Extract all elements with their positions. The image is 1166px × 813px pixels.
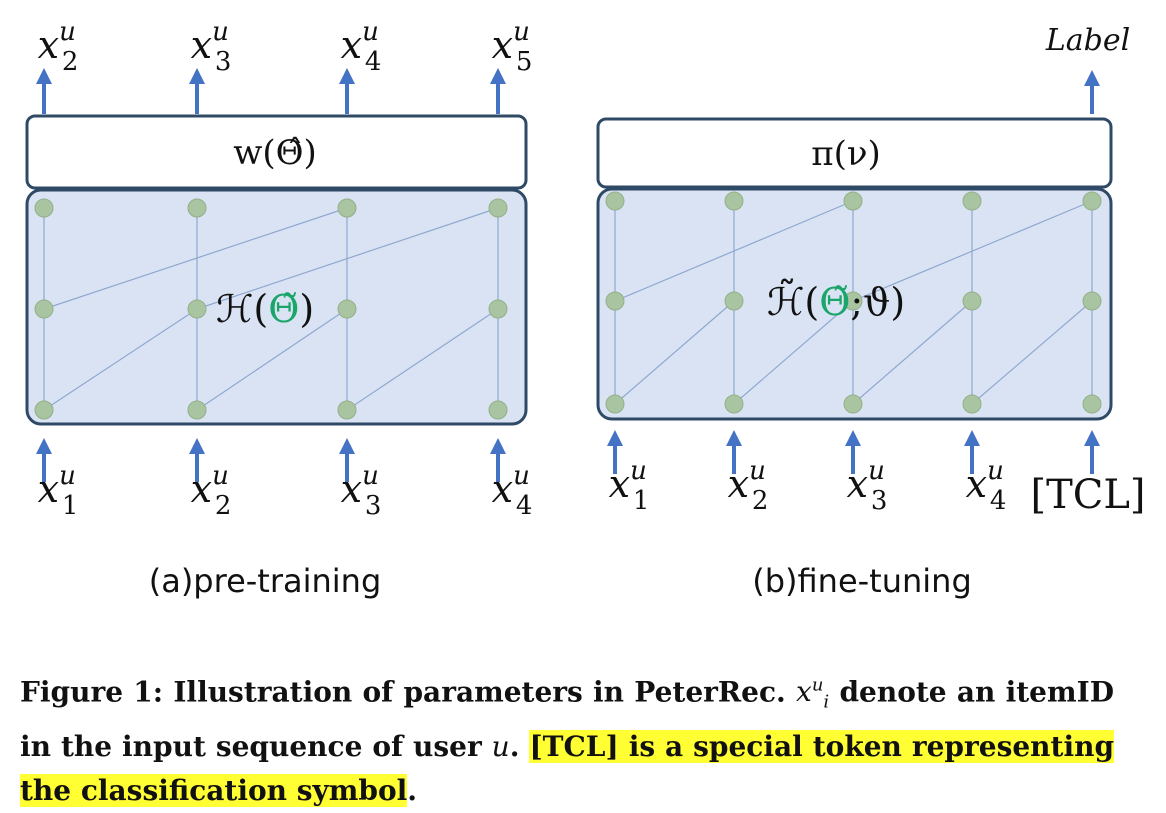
network-label: ℋ(Θ̃) <box>216 287 314 331</box>
output-label: xu 3 <box>191 17 232 77</box>
output-label: Label <box>1045 23 1130 58</box>
panel-b-node <box>843 191 863 211</box>
panel-b-node <box>605 394 625 414</box>
panel-a-node <box>34 400 54 420</box>
panel-b-edge-diagonal <box>733 300 854 405</box>
panel-a-node <box>337 299 357 319</box>
panel-a-node <box>187 299 207 319</box>
caption-part1: Figure 1: Illustration of parameters in … <box>20 675 786 709</box>
input-label: xu 1 <box>609 456 650 516</box>
panel-b-node <box>962 291 982 311</box>
panel-a-network-box <box>25 188 528 426</box>
panel-b-edge-diagonal <box>971 300 1093 405</box>
panel-b-node <box>724 394 744 414</box>
top-box-label: π(ν) <box>811 134 881 174</box>
panel-b-node <box>724 291 744 311</box>
panel-b-edge-diagonal <box>614 300 735 405</box>
input-label: xu 4 <box>966 456 1007 516</box>
input-label: xu 1 <box>38 461 79 521</box>
panel-a-edge-diagonal <box>43 308 198 411</box>
panel-a-node <box>187 400 207 420</box>
panel-a-node <box>34 198 54 218</box>
panel-a-node <box>34 299 54 319</box>
subtitle: (b)fine-tuning <box>752 562 972 600</box>
top-box <box>25 114 528 190</box>
panel-b-edge-diagonal <box>852 200 1093 302</box>
panel-pretraining: xu 2 xu 3 xu 4 xu 5 w(Θ̂) ℋ(Θ̃) xu 1 xu 2 xu 3 xu 4 (a)pre… <box>25 17 533 600</box>
caption-part4: . <box>407 773 418 807</box>
tcl-token-label: [TCL] <box>1030 472 1145 518</box>
panel-b-node <box>843 291 863 311</box>
panel-a-edge-diagonal <box>196 207 499 310</box>
panel-b-node <box>962 394 982 414</box>
caption-variable: xui <box>796 675 830 713</box>
panel-a-edge-diagonal <box>43 207 348 310</box>
output-label: xu 5 <box>492 17 533 77</box>
panel-a-node <box>488 299 508 319</box>
panel-a-node <box>187 198 207 218</box>
panel-b-node <box>962 191 982 211</box>
caption-part2: denote an itemID in the input sequence o… <box>20 675 1114 763</box>
input-label: xu 2 <box>728 456 769 516</box>
top-box <box>596 117 1113 189</box>
panel-b-node <box>843 394 863 414</box>
panel-a-node <box>488 198 508 218</box>
panel-a-edge-diagonal <box>196 308 348 411</box>
panel-a-node <box>488 400 508 420</box>
panel-b-node <box>1082 291 1102 311</box>
panel-a-node <box>337 400 357 420</box>
panel-b-node <box>605 291 625 311</box>
panel-b-edge-diagonal <box>614 200 854 302</box>
network-label: ℋ̃(Θ̃;ϑ) <box>767 278 905 324</box>
panel-a-edge-diagonal <box>346 308 499 411</box>
panel-a-node <box>337 198 357 218</box>
subtitle: (a)pre-training <box>149 562 382 600</box>
caption-user-variable: u <box>491 729 510 763</box>
panel-finetuning: Label π(ν) ℋ̃(Θ̃;ϑ) xu 1 xu 2 xu 3 xu 4 [TCL] (b)fin… <box>596 23 1146 600</box>
caption-part3: . <box>509 729 520 763</box>
input-label: xu 2 <box>191 461 232 521</box>
figure-caption: Figure 1: Illustration of parameters in … <box>20 664 1115 813</box>
panel-b-node <box>605 191 625 211</box>
panel-b-node <box>1082 394 1102 414</box>
top-box-label: w(Θ̂) <box>233 133 317 173</box>
panel-b-edge-diagonal <box>852 300 973 405</box>
architecture-diagram: xu 2 xu 3 xu 4 xu 5 w(Θ̂) ℋ(Θ̃) xu 1 xu 2 xu 3 xu 4 (a)pre… <box>25 17 1146 600</box>
input-label: xu 3 <box>341 461 382 521</box>
panel-b-node <box>724 191 744 211</box>
output-label: xu 4 <box>341 17 382 77</box>
output-label: xu 2 <box>38 17 79 77</box>
panel-b-node <box>1082 191 1102 211</box>
input-label: xu 3 <box>847 456 888 516</box>
input-label: xu 4 <box>492 461 533 521</box>
